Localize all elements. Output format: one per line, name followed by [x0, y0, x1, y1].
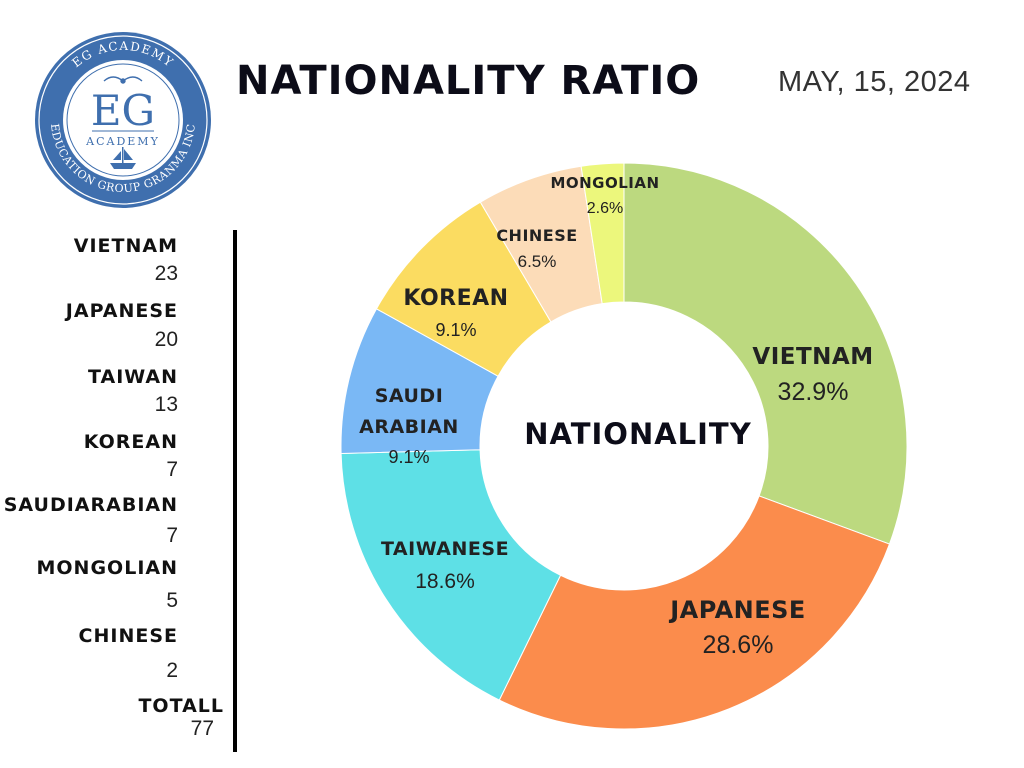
slice-percent-chinese: 6.5%	[518, 252, 557, 271]
stat-name-mongolian: MONGOLIAN	[36, 557, 178, 579]
slice-label-japanese: JAPANESE	[668, 596, 806, 624]
stat-count-taiwan: 13	[154, 393, 178, 416]
logo-flourish-icon	[103, 76, 143, 84]
slice-vietnam	[623, 162, 908, 545]
slice-mongolian	[580, 162, 625, 305]
stat-name-japanese: JAPANESE	[65, 300, 178, 322]
stat-count-mongolian: 5	[166, 589, 178, 612]
stat-name-vietnam: VIETNAM	[73, 235, 178, 257]
slice-label-saudi-arabian: SAUDI	[375, 385, 444, 407]
slice-labels: VIETNAM 32.9% JAPANESE 28.6% TAIWANESE 18.6% S…	[359, 174, 873, 659]
stat-count-chinese: 2	[166, 659, 178, 682]
vertical-divider	[233, 230, 237, 752]
stat-count-vietnam: 23	[154, 262, 178, 285]
logo-sub-text: ACADEMY	[85, 135, 160, 148]
slice-label-saudi-arabian: ARABIAN	[359, 416, 459, 438]
slice-percent-taiwanese: 18.6%	[415, 570, 475, 593]
total-value: 77	[190, 717, 214, 740]
stat-count-japanese: 20	[154, 328, 178, 351]
slice-percent-saudi-arabian: 9.1%	[388, 447, 429, 467]
stat-name-saudiarabian: SAUDIARABIAN	[3, 494, 178, 516]
chart-center-title: NATIONALITY	[524, 417, 751, 451]
stat-count-saudiarabian: 7	[166, 524, 178, 547]
logo-monogram: EG	[91, 86, 155, 135]
stat-name-chinese: CHINESE	[78, 625, 178, 647]
slice-percent-korean: 9.1%	[435, 320, 476, 340]
page-title: NATIONALITY RATIO	[236, 58, 701, 104]
slice-japanese	[498, 495, 891, 730]
slice-percent-japanese: 28.6%	[703, 631, 774, 659]
slice-label-mongolian: MONGOLIAN	[550, 174, 659, 192]
donut-slices	[340, 162, 908, 730]
stat-name-taiwan: TAIWAN	[88, 366, 178, 388]
slice-label-taiwanese: TAIWANESE	[381, 538, 509, 560]
stat-count-korean: 7	[166, 458, 178, 481]
stat-name-korean: KOREAN	[83, 431, 178, 453]
slice-label-chinese: CHINESE	[496, 226, 577, 245]
slice-label-korean: KOREAN	[403, 286, 508, 311]
slice-label-vietnam: VIETNAM	[752, 344, 873, 370]
ship-icon	[110, 147, 136, 169]
slice-taiwanese	[340, 449, 562, 701]
slice-percent-mongolian: 2.6%	[587, 200, 623, 217]
report-date: MAY, 15, 2024	[778, 66, 971, 98]
eg-academy-logo: EG ACADEMY EDUCATION GROUP GRANMA INC EG…	[35, 32, 211, 208]
slice-percent-vietnam: 32.9%	[778, 378, 849, 406]
total-label: TOTALL	[138, 695, 224, 717]
